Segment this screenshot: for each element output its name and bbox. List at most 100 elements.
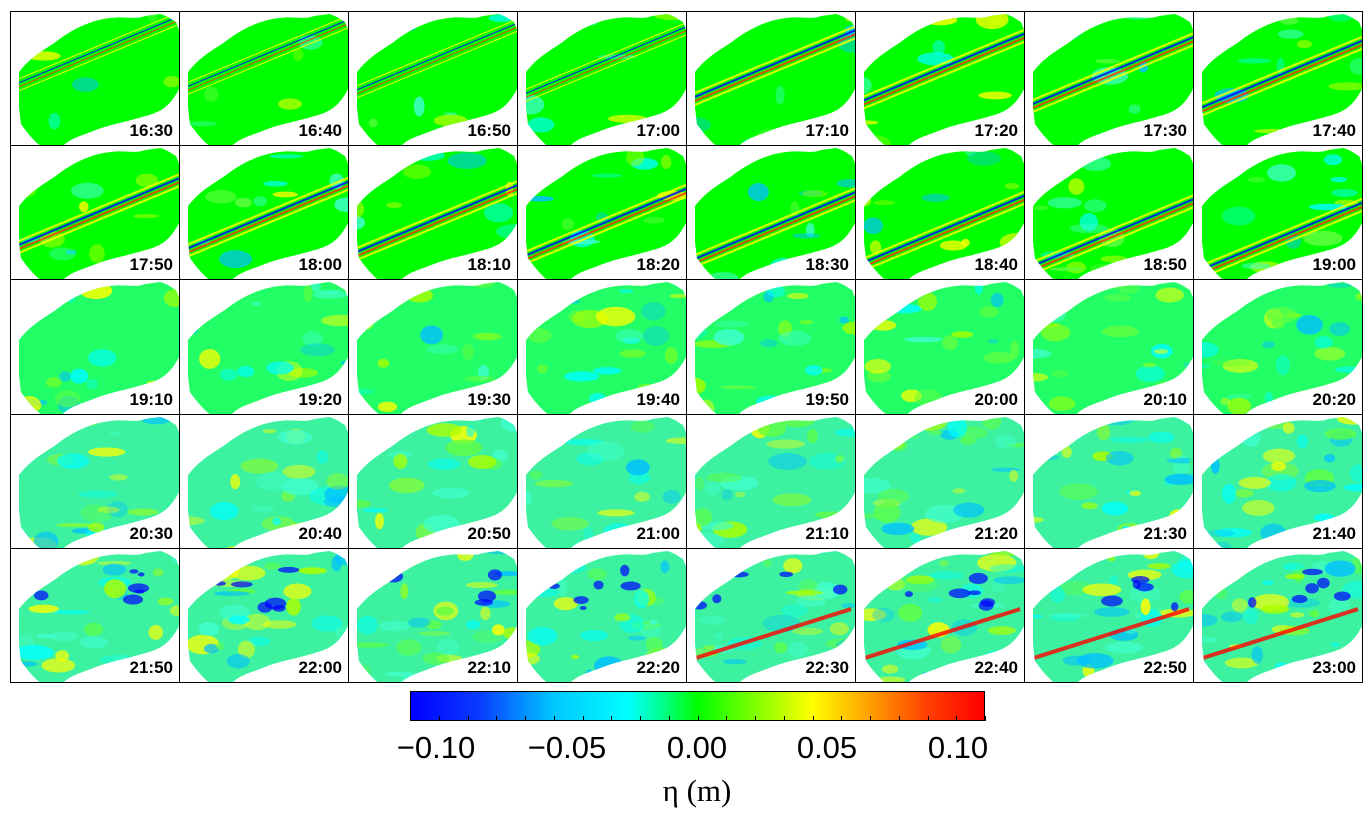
map-panel: 18:30 (686, 145, 856, 281)
time-label: 18:20 (636, 255, 680, 275)
time-label: 19:40 (636, 389, 680, 409)
colorbar-tick-label: −0.10 (396, 730, 476, 765)
lake-field (356, 550, 517, 682)
time-label: 18:10 (467, 255, 511, 275)
time-label: 20:00 (974, 389, 1018, 409)
time-label: 21:10 (805, 523, 849, 543)
lake-field (694, 148, 855, 280)
map-panel: 20:50 (348, 413, 518, 549)
lake-field (863, 14, 1024, 146)
lake-field (1201, 282, 1362, 414)
map-panel: 21:40 (1193, 413, 1363, 549)
time-label: 17:40 (1312, 121, 1356, 141)
lake-field (1201, 416, 1362, 548)
lake-field (525, 416, 686, 548)
map-panel: 22:10 (348, 547, 518, 683)
map-panel: 21:00 (517, 413, 687, 549)
map-panel: 22:20 (517, 547, 687, 683)
map-panel: 18:00 (179, 145, 349, 281)
lake-field (18, 148, 179, 280)
colorbar-tick (525, 716, 526, 721)
lake-field (863, 550, 1024, 682)
time-label: 18:50 (1143, 255, 1187, 275)
time-label: 21:00 (636, 523, 680, 543)
map-panel: 22:40 (855, 547, 1025, 683)
colorbar-tick (985, 716, 986, 721)
map-panel: 20:20 (1193, 279, 1363, 415)
lake-field (1032, 148, 1193, 280)
map-panel: 19:40 (517, 279, 687, 415)
time-label: 17:00 (636, 121, 680, 141)
time-label: 18:30 (805, 255, 849, 275)
time-label: 21:20 (974, 523, 1018, 543)
time-label: 20:40 (298, 523, 342, 543)
colorbar-tick (611, 716, 613, 721)
time-label: 20:50 (467, 523, 511, 543)
lake-field (187, 148, 348, 280)
lake-field (187, 550, 348, 682)
colorbar-tick (812, 716, 814, 721)
colorbar-tick (467, 716, 469, 721)
map-panel: 17:10 (686, 11, 856, 147)
colorbar-tick (726, 716, 728, 721)
map-panel: 19:20 (179, 279, 349, 415)
map-panel: 17:30 (1024, 11, 1194, 147)
time-label: 19:30 (467, 389, 511, 409)
map-panel: 22:50 (1024, 547, 1194, 683)
lake-field (18, 550, 179, 682)
map-panel: 20:00 (855, 279, 1025, 415)
time-label: 17:10 (805, 121, 849, 141)
map-panel: 16:30 (10, 11, 180, 147)
time-label: 19:50 (805, 389, 849, 409)
time-label: 18:40 (974, 255, 1018, 275)
time-label: 22:20 (636, 657, 680, 677)
lake-field (187, 416, 348, 548)
map-panel: 21:50 (10, 547, 180, 683)
lake-field (1032, 550, 1193, 682)
time-label: 19:10 (129, 389, 173, 409)
map-panel: 21:30 (1024, 413, 1194, 549)
lake-field (1032, 282, 1193, 414)
colorbar-tick (640, 716, 641, 721)
time-label: 22:10 (467, 657, 511, 677)
map-panel: 16:50 (348, 11, 518, 147)
map-panel: 18:50 (1024, 145, 1194, 281)
colorbar-tick (841, 716, 843, 721)
colorbar-tick (668, 716, 670, 721)
map-panel: 19:30 (348, 279, 518, 415)
lake-field (863, 416, 1024, 548)
time-label: 16:50 (467, 121, 511, 141)
lake-field (694, 550, 855, 682)
colorbar-tick (870, 716, 871, 721)
map-panel: 20:40 (179, 413, 349, 549)
lake-field (525, 550, 686, 682)
colorbar-tick (410, 716, 411, 721)
map-panel: 22:30 (686, 547, 856, 683)
colorbar-tick-label: 0.10 (927, 730, 989, 765)
map-panel: 18:40 (855, 145, 1025, 281)
map-panel: 21:10 (686, 413, 856, 549)
time-label: 20:10 (1143, 389, 1187, 409)
lake-field (1201, 550, 1362, 682)
colorbar-tick (783, 716, 785, 721)
lake-field (1201, 148, 1362, 280)
time-label: 20:30 (129, 523, 173, 543)
map-panel: 17:00 (517, 11, 687, 147)
map-panel: 16:40 (179, 11, 349, 147)
map-panel: 19:00 (1193, 145, 1363, 281)
colorbar-tick (582, 716, 584, 721)
time-label: 22:00 (298, 657, 342, 677)
time-label: 16:40 (298, 121, 342, 141)
time-label: 22:40 (974, 657, 1018, 677)
time-label: 19:00 (1312, 255, 1356, 275)
map-panel: 17:20 (855, 11, 1025, 147)
colorbar-tick (496, 716, 498, 721)
time-label: 21:30 (1143, 523, 1187, 543)
colorbar-tick (553, 716, 555, 721)
lake-field (18, 14, 179, 146)
colorbar-tick-label: 0.05 (796, 730, 858, 765)
colorbar-tick (927, 716, 929, 721)
lake-field (694, 416, 855, 548)
map-panel: 22:00 (179, 547, 349, 683)
lake-field (525, 282, 686, 414)
